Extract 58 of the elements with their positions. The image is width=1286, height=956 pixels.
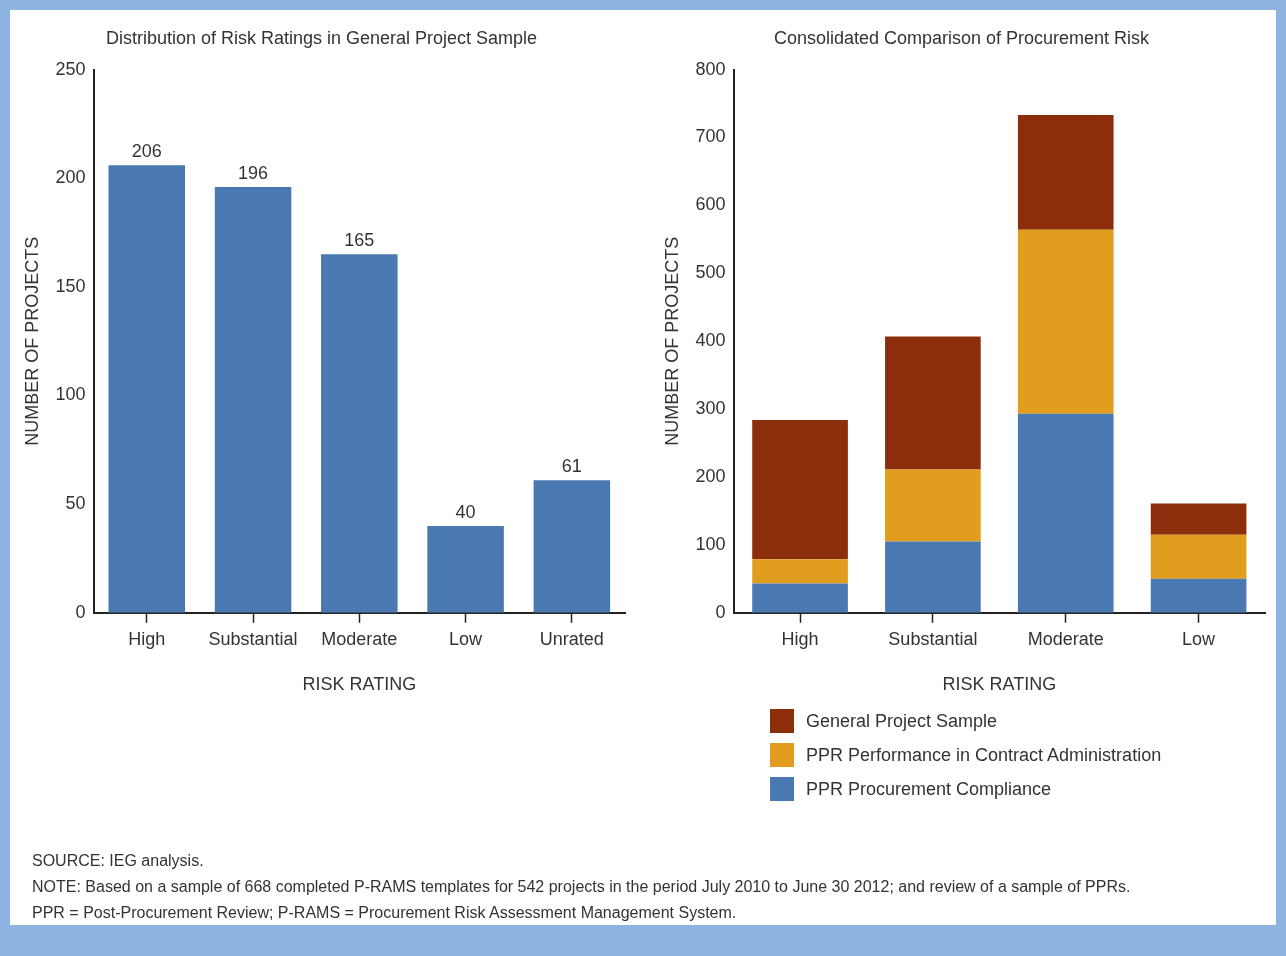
- y-axis-title: NUMBER OF PROJECTS: [21, 236, 42, 446]
- bar: [752, 559, 848, 584]
- y-tick-label: 700: [695, 126, 726, 147]
- y-tick-label: 600: [695, 194, 726, 215]
- bar: [533, 480, 611, 613]
- y-tick-label: 0: [715, 601, 726, 622]
- bar: [885, 469, 981, 542]
- legend-label: PPR Procurement Compliance: [806, 778, 1052, 800]
- x-tick-label: High: [128, 628, 166, 649]
- y-tick-label: 150: [55, 275, 86, 296]
- y-tick-label: 50: [65, 493, 86, 514]
- bar: [1017, 413, 1114, 613]
- legend-label: General Project Sample: [806, 710, 998, 732]
- bar: [1017, 229, 1114, 414]
- data-label: 196: [238, 162, 269, 183]
- text: NOTE: Based on a sample of 668 completed P-RAMS templates for 542 projects in the period July 2010 to June 30 2012; and review of a sample of PPRs.: [32, 877, 1131, 897]
- bar: [1150, 578, 1247, 613]
- source-note: SOURCE: IEG analysis.: [32, 851, 205, 871]
- data-label: 206: [131, 141, 162, 162]
- x-tick-label: Substantial: [208, 628, 298, 649]
- y-tick-label: 100: [695, 533, 726, 554]
- chart-title: Distribution of Risk Ratings in General Project Sample: [105, 27, 538, 48]
- x-tick-label: Moderate: [321, 628, 398, 649]
- x-tick-label: Low: [449, 628, 484, 649]
- bar: [321, 254, 398, 613]
- x-axis-title: RISK RATING: [302, 674, 417, 695]
- x-tick-label: High: [781, 628, 819, 649]
- bar: [1017, 115, 1114, 230]
- legend-label: PPR Performance in Contract Administration: [806, 744, 1162, 766]
- x-tick-label: Unrated: [539, 628, 604, 649]
- bar: [752, 419, 848, 560]
- text: PPR = Post-Procurement Review; P-RAMS = Procurement Risk Assessment Management System.: [32, 903, 738, 923]
- y-tick-label: 200: [695, 465, 726, 486]
- bar: [752, 583, 848, 613]
- bar: [885, 336, 981, 470]
- bar: [1150, 534, 1247, 579]
- bar: [108, 165, 186, 613]
- data-label: 61: [561, 456, 582, 477]
- y-tick-label: 500: [695, 262, 726, 283]
- y-tick-label: 400: [695, 330, 726, 351]
- y-tick-label: 0: [75, 601, 86, 622]
- y-tick-label: 300: [695, 398, 726, 419]
- bar: [1150, 503, 1247, 535]
- x-axis-title: RISK RATING: [942, 674, 1057, 695]
- bar: [885, 541, 981, 613]
- y-tick-label: 250: [55, 58, 86, 79]
- y-tick-label: 200: [55, 167, 86, 188]
- x-tick-label: Low: [1182, 628, 1217, 649]
- data-label: 165: [344, 230, 375, 251]
- y-axis-title: NUMBER OF PROJECTS: [661, 236, 682, 446]
- x-tick-label: Substantial: [888, 628, 978, 649]
- chart-title: Consolidated Comparison of Procurement Risk: [773, 27, 1151, 48]
- y-tick-label: 100: [55, 384, 86, 405]
- y-tick-label: 800: [695, 58, 726, 79]
- x-tick-label: Moderate: [1027, 628, 1104, 649]
- data-label: 40: [455, 501, 476, 522]
- bar: [214, 186, 292, 613]
- bar: [427, 525, 504, 613]
